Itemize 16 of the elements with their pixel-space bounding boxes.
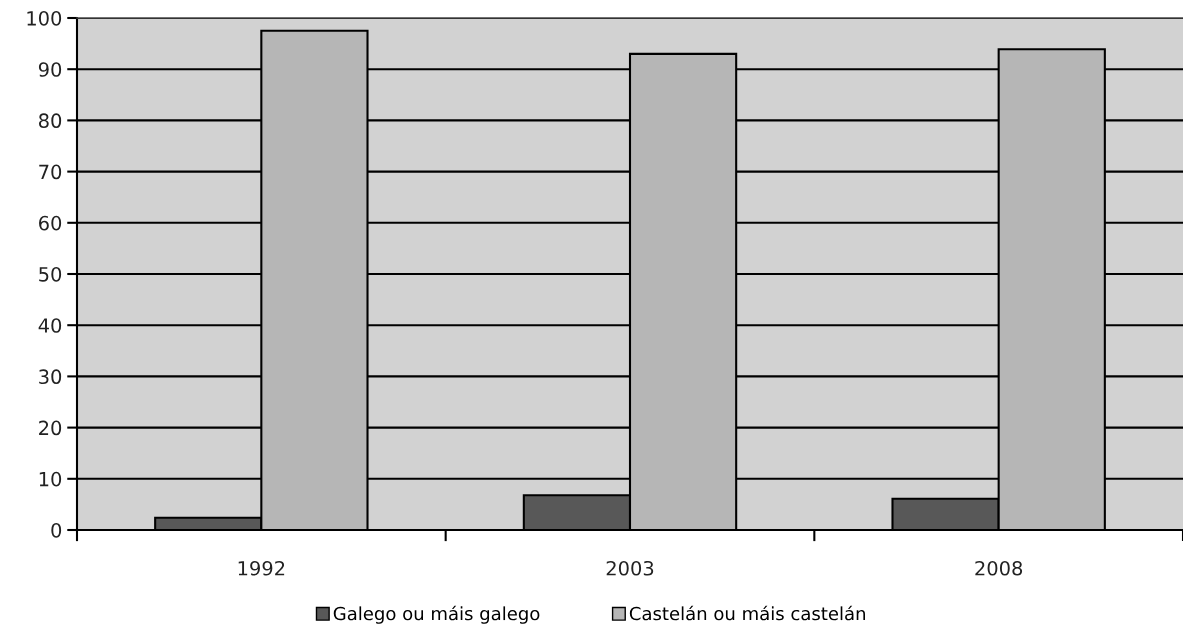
x-tick-label: 1992 bbox=[238, 560, 285, 576]
y-tick-label: 50 bbox=[39, 266, 62, 282]
y-tick-label: 90 bbox=[38, 62, 62, 77]
y-tick-label: 30 bbox=[39, 369, 62, 385]
y-tick-label: 20 bbox=[39, 420, 62, 436]
y-tick-label: 10 bbox=[39, 471, 62, 487]
y-tick-label: 40 bbox=[38, 318, 62, 333]
legend-label: Galego ou máis galego bbox=[333, 605, 540, 624]
y-tick-label: 60 bbox=[39, 215, 62, 231]
y-tick-label: 0 bbox=[51, 522, 62, 538]
y-tick-label: 80 bbox=[38, 113, 62, 129]
y-tick-label: 70 bbox=[39, 164, 62, 180]
x-tick-label: 2003 bbox=[606, 560, 654, 576]
y-tick-label: 100 bbox=[27, 10, 62, 26]
x-tick-label: 2008 bbox=[975, 560, 1023, 576]
legend-label: Castelán ou máis castelán bbox=[629, 605, 865, 621]
